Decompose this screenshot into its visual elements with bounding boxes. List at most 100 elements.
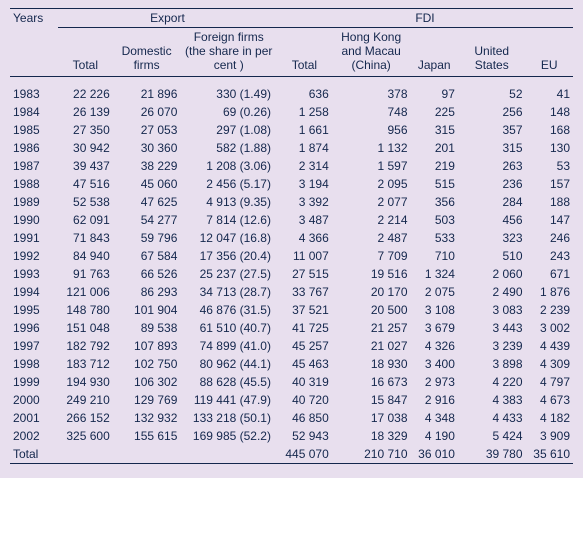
cell-total: 194 930 xyxy=(58,373,113,391)
cell-jp: 503 xyxy=(411,211,458,229)
col-years: Years xyxy=(10,9,58,77)
cell-total: 26 139 xyxy=(58,103,113,121)
cell-domestic: 38 229 xyxy=(113,157,181,175)
cell-domestic: 89 538 xyxy=(113,319,181,337)
cell-foreign: 1 208 (3.06) xyxy=(180,157,277,175)
table-row: 2002325 600155 615169 985 (52.2)52 94318… xyxy=(10,427,573,445)
cell-eu: 4 797 xyxy=(526,373,573,391)
cell-us: 52 xyxy=(458,77,526,104)
cell-hk: 20 170 xyxy=(332,283,411,301)
table-row: 2001266 152132 932133 218 (50.1)46 85017… xyxy=(10,409,573,427)
col-hk-macau: Hong Kong and Macau (China) xyxy=(332,28,411,77)
cell-domestic: 21 896 xyxy=(113,77,181,104)
cell-eu: 671 xyxy=(526,265,573,283)
cell-fdi-total: 46 850 xyxy=(277,409,332,427)
cell-fdi-total: 37 521 xyxy=(277,301,332,319)
cell-us: 284 xyxy=(458,193,526,211)
cell-year: 1985 xyxy=(10,121,58,139)
cell-total: 183 712 xyxy=(58,355,113,373)
cell-fdi-total: 1 661 xyxy=(277,121,332,139)
cell-hk: 7 709 xyxy=(332,247,411,265)
cell-fdi-total: 1 874 xyxy=(277,139,332,157)
cell-foreign: 88 628 (45.5) xyxy=(180,373,277,391)
cell-foreign: 80 962 (44.1) xyxy=(180,355,277,373)
cell-year: 2000 xyxy=(10,391,58,409)
cell-eu: 4 439 xyxy=(526,337,573,355)
table-row: 198527 35027 053297 (1.08)1 661956315357… xyxy=(10,121,573,139)
cell-year: 1992 xyxy=(10,247,58,265)
cell-hk: 18 930 xyxy=(332,355,411,373)
table-row: 199062 09154 2777 814 (12.6)3 4872 21450… xyxy=(10,211,573,229)
cell-hk: 378 xyxy=(332,77,411,104)
cell-jp: 3 679 xyxy=(411,319,458,337)
table-row: 1999194 930106 30288 628 (45.5)40 31916 … xyxy=(10,373,573,391)
cell-fdi-total: 27 515 xyxy=(277,265,332,283)
cell-total: 266 152 xyxy=(58,409,113,427)
cell-hk: 2 077 xyxy=(332,193,411,211)
cell-eu: 4 673 xyxy=(526,391,573,409)
cell-total: 249 210 xyxy=(58,391,113,409)
table-row: 199284 94067 58417 356 (20.4)11 0077 709… xyxy=(10,247,573,265)
cell-us: 510 xyxy=(458,247,526,265)
cell-jp: 2 973 xyxy=(411,373,458,391)
cell-us: 315 xyxy=(458,139,526,157)
cell-year: 1996 xyxy=(10,319,58,337)
cell-eu: 53 xyxy=(526,157,573,175)
cell-foreign: 74 899 (41.0) xyxy=(180,337,277,355)
cell-foreign: 2 456 (5.17) xyxy=(180,175,277,193)
cell-total: 27 350 xyxy=(58,121,113,139)
cell-fdi-total: 636 xyxy=(277,77,332,104)
cell-us: 263 xyxy=(458,157,526,175)
cell-hk: 748 xyxy=(332,103,411,121)
cell-eu: 3 909 xyxy=(526,427,573,445)
cell-hk: 19 516 xyxy=(332,265,411,283)
cell-foreign: 46 876 (31.5) xyxy=(180,301,277,319)
cell-us: 3 083 xyxy=(458,301,526,319)
col-japan: Japan xyxy=(411,28,458,77)
cell-domestic: 26 070 xyxy=(113,103,181,121)
cell-fdi-total: 3 194 xyxy=(277,175,332,193)
header-row-2: Total Domestic firms Foreign firms (the … xyxy=(10,28,573,77)
cell-domestic: 66 526 xyxy=(113,265,181,283)
table-row: 1997182 792107 89374 899 (41.0)45 25721 … xyxy=(10,337,573,355)
table-row: 198952 53847 6254 913 (9.35)3 3922 07735… xyxy=(10,193,573,211)
cell-domestic: 59 796 xyxy=(113,229,181,247)
cell-foreign: 582 (1.88) xyxy=(180,139,277,157)
cell-fdi-total: 40 720 xyxy=(277,391,332,409)
cell-domestic: 102 750 xyxy=(113,355,181,373)
cell-total: 30 942 xyxy=(58,139,113,157)
cell-fdi-total: 4 366 xyxy=(277,229,332,247)
cell-eu: 130 xyxy=(526,139,573,157)
table-row: 1998183 712102 75080 962 (44.1)45 46318 … xyxy=(10,355,573,373)
cell-year: 1999 xyxy=(10,373,58,391)
cell-us: 357 xyxy=(458,121,526,139)
cell-hk: 15 847 xyxy=(332,391,411,409)
cell-year: 2001 xyxy=(10,409,58,427)
table-row: 199391 76366 52625 237 (27.5)27 51519 51… xyxy=(10,265,573,283)
cell-domestic: 129 769 xyxy=(113,391,181,409)
cell-hk: 210 710 xyxy=(332,445,411,464)
cell-year: 1989 xyxy=(10,193,58,211)
cell-us: 2 060 xyxy=(458,265,526,283)
cell-jp: 2 075 xyxy=(411,283,458,301)
cell-fdi-total: 52 943 xyxy=(277,427,332,445)
cell-total xyxy=(58,445,113,464)
cell-year: 2002 xyxy=(10,427,58,445)
cell-jp: 36 010 xyxy=(411,445,458,464)
table-row: 198739 43738 2291 208 (3.06)2 3141 59721… xyxy=(10,157,573,175)
cell-foreign: 4 913 (9.35) xyxy=(180,193,277,211)
cell-total: 182 792 xyxy=(58,337,113,355)
cell-jp: 2 916 xyxy=(411,391,458,409)
cell-year: 1991 xyxy=(10,229,58,247)
cell-hk: 16 673 xyxy=(332,373,411,391)
cell-eu: 243 xyxy=(526,247,573,265)
cell-jp: 3 108 xyxy=(411,301,458,319)
cell-domestic xyxy=(113,445,181,464)
cell-eu: 4 309 xyxy=(526,355,573,373)
cell-fdi-total: 445 070 xyxy=(277,445,332,464)
cell-us: 456 xyxy=(458,211,526,229)
cell-eu: 2 239 xyxy=(526,301,573,319)
cell-hk: 956 xyxy=(332,121,411,139)
cell-year: 1994 xyxy=(10,283,58,301)
col-group-export: Export xyxy=(58,9,277,28)
